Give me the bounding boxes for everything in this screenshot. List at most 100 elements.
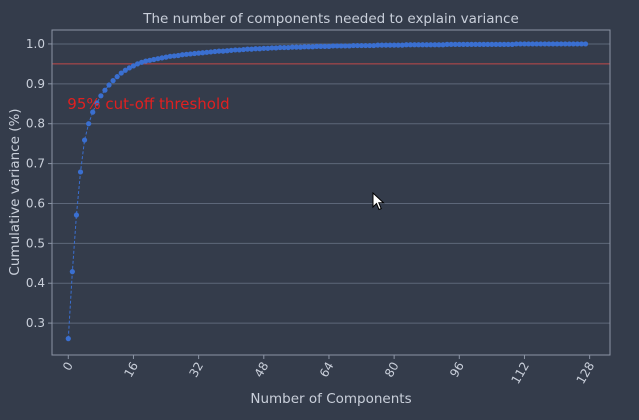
- data-point: [273, 45, 279, 51]
- y-tick-label: 0.8: [26, 117, 45, 131]
- data-point: [399, 42, 405, 48]
- y-axis-label: Cumulative variance (%): [7, 108, 23, 275]
- data-point: [493, 41, 499, 47]
- data-point: [175, 52, 181, 59]
- data-point: [204, 49, 210, 55]
- data-point: [534, 41, 540, 47]
- x-tick-label: 16: [121, 360, 141, 380]
- data-point: [444, 41, 450, 47]
- data-point: [550, 41, 556, 47]
- data-point: [420, 42, 426, 48]
- data-point: [509, 41, 515, 47]
- data-point: [65, 336, 71, 342]
- x-tick-label: 112: [508, 360, 532, 387]
- data-point: [281, 44, 287, 51]
- data-point: [346, 43, 352, 49]
- data-point: [334, 43, 340, 49]
- y-tick-label: 0.4: [26, 276, 45, 290]
- data-point: [314, 43, 320, 49]
- data-point: [236, 47, 242, 53]
- data-point: [196, 50, 202, 56]
- data-point: [436, 42, 442, 48]
- data-point: [407, 42, 414, 48]
- data-point: [106, 82, 112, 88]
- data-point: [310, 44, 316, 50]
- x-tick-label: 128: [574, 360, 598, 387]
- data-point: [318, 43, 324, 49]
- data-point: [428, 42, 434, 48]
- data-point: [538, 41, 544, 47]
- x-tick-label: 32: [186, 360, 206, 380]
- data-point: [191, 50, 198, 57]
- y-tick-label: 0.7: [26, 157, 45, 171]
- data-point: [578, 41, 585, 47]
- data-point: [497, 41, 503, 47]
- y-tick-label: 0.5: [26, 236, 45, 250]
- data-point: [383, 42, 389, 48]
- data-point: [77, 169, 84, 175]
- y-tick-label: 0.9: [26, 77, 45, 91]
- data-point: [90, 109, 96, 115]
- data-point: [228, 47, 234, 53]
- data-point: [265, 45, 271, 51]
- data-point: [297, 44, 304, 50]
- series-layer: [65, 41, 589, 342]
- data-point: [505, 41, 511, 47]
- data-point: [224, 48, 230, 54]
- data-point: [159, 55, 165, 61]
- data-point: [81, 137, 88, 143]
- data-point: [240, 46, 247, 53]
- data-point: [464, 41, 471, 47]
- data-point: [151, 56, 157, 63]
- data-point: [570, 41, 576, 47]
- data-point: [477, 41, 483, 47]
- data-point: [403, 42, 409, 48]
- data-point: [375, 42, 381, 48]
- data-point: [94, 100, 100, 106]
- data-point: [391, 42, 397, 48]
- data-point: [525, 41, 532, 47]
- data-point: [367, 42, 373, 49]
- data-point: [440, 42, 446, 48]
- data-point: [216, 48, 222, 54]
- plot-frame: [51, 29, 611, 356]
- data-point: [122, 67, 128, 73]
- data-point: [114, 74, 120, 80]
- data-point: [306, 44, 312, 50]
- x-tick-label: 64: [317, 360, 337, 380]
- data-point: [261, 45, 267, 51]
- data-point: [102, 87, 108, 93]
- threshold-label: 95% cut-off threshold: [67, 95, 229, 113]
- data-point: [574, 41, 581, 47]
- data-point: [253, 46, 259, 52]
- data-point: [277, 44, 283, 51]
- data-point: [481, 41, 487, 47]
- data-point: [330, 43, 336, 49]
- data-point: [562, 41, 568, 47]
- x-tick-label: 0: [60, 360, 76, 374]
- data-point: [155, 56, 161, 62]
- data-point: [69, 269, 75, 275]
- grid-lines: [52, 43, 610, 324]
- data-point: [517, 41, 523, 47]
- data-point: [147, 57, 153, 63]
- data-point: [415, 42, 422, 48]
- data-point: [293, 44, 299, 50]
- data-point: [558, 41, 564, 47]
- data-point: [167, 53, 173, 59]
- mouse-pointer-icon: [372, 192, 385, 211]
- data-point: [342, 43, 348, 49]
- data-point: [566, 41, 572, 47]
- data-point: [489, 41, 495, 47]
- data-point: [354, 42, 361, 49]
- x-tick-label: 80: [382, 360, 402, 380]
- data-point: [126, 65, 132, 71]
- data-point: [424, 42, 430, 48]
- data-point: [448, 41, 454, 47]
- x-tick-label: 48: [252, 360, 272, 380]
- data-point: [232, 47, 238, 53]
- data-point: [98, 93, 104, 99]
- data-point: [395, 42, 401, 48]
- chart-title: The number of components needed to expla…: [142, 11, 519, 27]
